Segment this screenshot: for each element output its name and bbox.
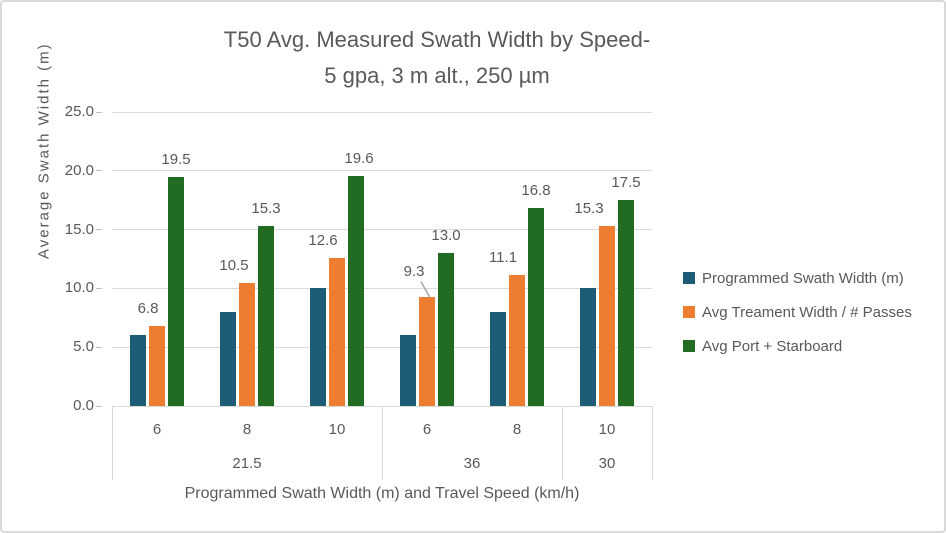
data-label-avg-treament-width-passes: 10.5: [219, 256, 249, 274]
y-axis-tick: [96, 170, 102, 172]
y-tick-label: 20.0: [64, 161, 94, 179]
bar-programmed-swath-width-m: [220, 311, 236, 406]
bar-programmed-swath-width-m: [400, 335, 416, 406]
chart-title: T50 Avg. Measured Swath Width by Speed- …: [42, 22, 832, 94]
legend-label-avg-treatment-width: Avg Treament Width / # Passes: [702, 303, 912, 321]
group-label: 21.5: [232, 455, 262, 472]
legend-label-avg-port-starboard: Avg Port + Starboard: [702, 337, 843, 355]
axis-table-line: [651, 406, 653, 480]
x-axis-title: Programmed Swath Width (m) and Travel Sp…: [184, 485, 580, 502]
category-label: 8: [512, 421, 522, 438]
gridline: [112, 229, 652, 231]
y-tick-label: 15.0: [64, 220, 94, 238]
bar-programmed-swath-width-m: [490, 311, 506, 406]
bar-programmed-swath-width-m: [130, 335, 146, 406]
bar-avg-treament-width-passes: [239, 282, 255, 406]
axis-table-line: [561, 406, 563, 480]
y-tick-label: 5.0: [73, 338, 94, 356]
bar-avg-treament-width-passes: [599, 226, 615, 406]
data-label-avg-treament-width-passes: 12.6: [308, 231, 338, 249]
chart-title-line1: T50 Avg. Measured Swath Width by Speed-: [223, 27, 651, 52]
axis-table-line: [111, 406, 113, 480]
bar-programmed-swath-width-m: [310, 288, 326, 406]
y-axis-tick: [96, 405, 102, 407]
data-label-avg-treament-width-passes: 15.3: [574, 200, 604, 218]
y-axis-tick: [96, 287, 102, 289]
category-label: 10: [598, 421, 616, 438]
data-label-avg-treament-width-passes: 9.3: [403, 262, 425, 280]
y-axis-tick: [96, 111, 102, 113]
data-label-avg-port-starboard: 19.5: [161, 150, 191, 168]
category-label: 6: [152, 421, 162, 438]
legend-item-avg-treatment-width: Avg Treament Width / # Passes: [683, 302, 912, 322]
axis-table-line: [381, 406, 383, 480]
bar-avg-port-starboard: [528, 208, 544, 406]
legend: Programmed Swath Width (m) Avg Treament …: [683, 268, 912, 370]
gridline: [112, 111, 652, 113]
bar-avg-port-starboard: [258, 226, 274, 406]
leader-line: [420, 281, 431, 298]
group-label: 30: [598, 455, 616, 472]
legend-swatch-green: [683, 340, 695, 352]
y-axis-tick: [96, 229, 102, 231]
y-tick-label: 25.0: [64, 103, 94, 120]
bar-avg-treament-width-passes: [329, 257, 345, 406]
legend-item-programmed-swath-width: Programmed Swath Width (m): [683, 268, 912, 288]
gridline: [112, 287, 652, 289]
data-label-avg-port-starboard: 16.8: [521, 182, 551, 200]
category-label: 8: [242, 421, 252, 438]
data-label-avg-treament-width-passes: 11.1: [488, 249, 518, 267]
bar-avg-treament-width-passes: [149, 326, 165, 406]
legend-swatch-orange: [683, 306, 695, 318]
gridline: [112, 346, 652, 348]
legend-label-programmed-swath-width: Programmed Swath Width (m): [702, 269, 904, 287]
bar-avg-port-starboard: [438, 253, 454, 406]
bar-programmed-swath-width-m: [580, 288, 596, 406]
data-label-avg-port-starboard: 19.6: [344, 149, 374, 167]
data-label-avg-port-starboard: 13.0: [431, 227, 461, 245]
bar-avg-treament-width-passes: [509, 275, 525, 406]
data-label-avg-port-starboard: 17.5: [611, 174, 641, 192]
category-label: 6: [422, 421, 432, 438]
legend-item-avg-port-starboard: Avg Port + Starboard: [683, 336, 912, 356]
y-tick-label: 0.0: [73, 397, 94, 414]
group-label: 36: [463, 455, 481, 472]
bar-avg-port-starboard: [618, 200, 634, 406]
data-label-avg-treament-width-passes: 6.8: [137, 300, 159, 318]
bar-avg-port-starboard: [168, 176, 184, 406]
category-label: 10: [328, 421, 346, 438]
data-label-avg-port-starboard: 15.3: [251, 200, 281, 218]
legend-swatch-blue: [683, 272, 695, 284]
y-tick-label: 10.0: [64, 279, 94, 297]
bar-avg-port-starboard: [348, 175, 364, 406]
y-axis-tick: [96, 346, 102, 348]
gridline: [112, 170, 652, 172]
chart-title-line2: 5 gpa, 3 m alt., 250 µm: [324, 63, 550, 88]
bar-avg-treament-width-passes: [419, 296, 435, 406]
